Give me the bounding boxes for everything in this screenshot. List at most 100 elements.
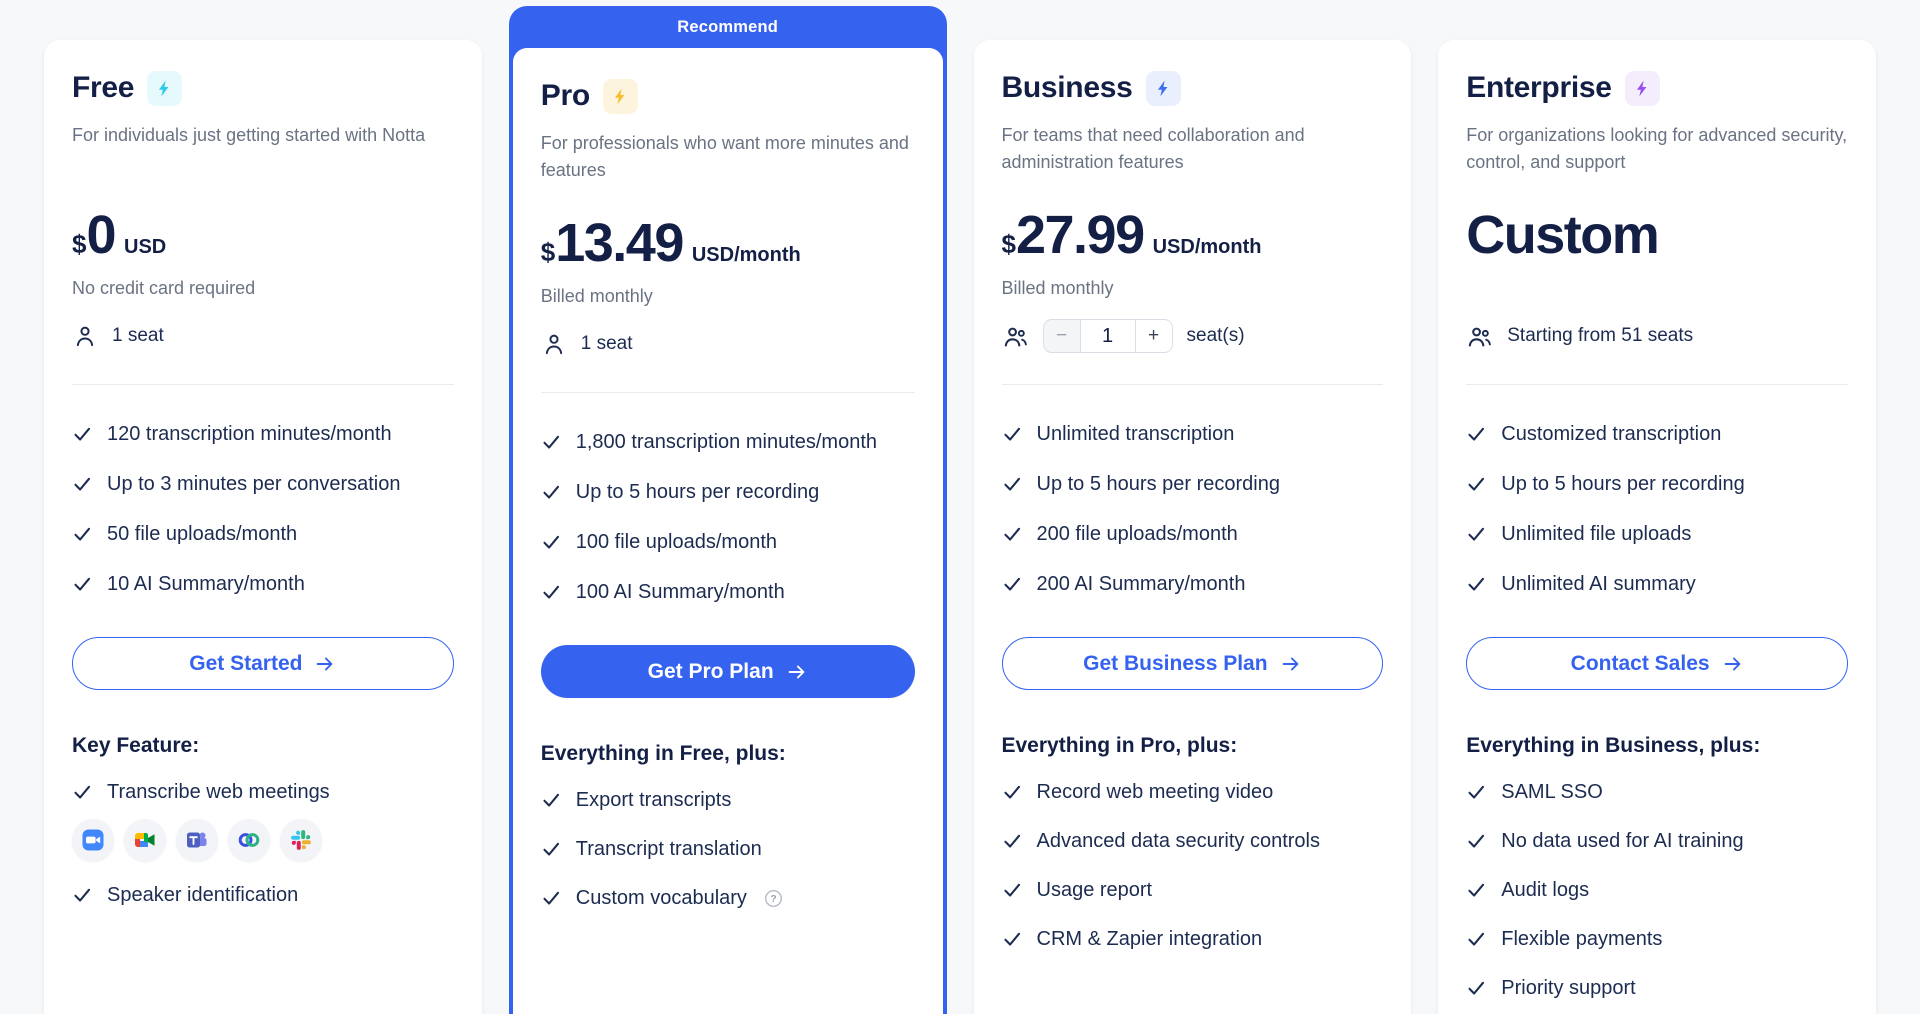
seat-row: Starting from 51 seats: [1466, 316, 1848, 356]
check-icon: [72, 574, 92, 594]
feature-row: 50 file uploads/month: [72, 509, 454, 559]
billing-note: Billed monthly: [1001, 278, 1114, 298]
feature-label: Up to 5 hours per recording: [1036, 472, 1280, 495]
section-item: Priority support: [1466, 973, 1848, 1003]
section-item-label: Flexible payments: [1501, 927, 1663, 950]
svg-text:?: ?: [770, 894, 776, 905]
plan-name: Business: [1001, 71, 1133, 104]
feature-label: 120 transcription minutes/month: [107, 422, 392, 445]
section-item-label: Audit logs: [1501, 878, 1590, 901]
feature-label: Up to 5 hours per recording: [575, 480, 820, 503]
feature-label: Unlimited AI summary: [1501, 572, 1696, 595]
lightning-icon: [602, 78, 638, 114]
plan-description: For organizations looking for advanced s…: [1466, 125, 1848, 172]
feature-label: Customized transcription: [1501, 422, 1722, 445]
section-item: Transcript translation: [541, 834, 915, 864]
plan-name: Enterprise: [1466, 71, 1612, 104]
price-unit: USD/month: [691, 244, 801, 266]
check-icon: [1002, 880, 1022, 900]
divider: [1001, 384, 1384, 385]
section-title: Key Feature:: [72, 734, 200, 757]
feature-label: 100 file uploads/month: [575, 530, 777, 553]
google-meet-icon: [124, 819, 166, 861]
feature-label: 200 AI Summary/month: [1036, 572, 1246, 595]
section-item: Custom vocabulary ?: [541, 883, 915, 913]
arrow-right-icon: [788, 665, 805, 678]
feature-row: 200 AI Summary/month: [1002, 559, 1384, 609]
section-item: Speaker identification: [72, 880, 454, 910]
check-icon: [1002, 831, 1022, 851]
check-icon: [1466, 524, 1486, 544]
feature-list: Customized transcription Up to 5 hours p…: [1466, 409, 1848, 609]
check-icon: [1466, 880, 1486, 900]
seat-label: 1 seat: [580, 333, 633, 354]
feature-label: Unlimited file uploads: [1501, 522, 1692, 545]
check-icon: [1002, 524, 1022, 544]
users-icon: [1004, 327, 1027, 347]
check-icon: [1466, 831, 1486, 851]
feature-list: 1,800 transcription minutes/month Up to …: [541, 417, 915, 617]
section-item: SAML SSO: [1466, 777, 1848, 807]
recommend-banner: Recommend: [677, 17, 779, 36]
feature-label: 200 file uploads/month: [1036, 522, 1238, 545]
lightning-icon: [147, 70, 183, 106]
feature-row: Up to 3 minutes per conversation: [72, 459, 454, 509]
get-started-button[interactable]: Get Started: [72, 637, 454, 690]
check-icon: [541, 432, 561, 452]
seat-label: seat(s): [1186, 325, 1245, 346]
section-item: No data used for AI training: [1466, 826, 1848, 856]
section-item: Record web meeting video: [1002, 777, 1384, 807]
seat-count-input[interactable]: [1080, 320, 1135, 352]
get-business-plan-button[interactable]: Get Business Plan: [1001, 637, 1384, 690]
help-icon[interactable]: ?: [764, 889, 783, 908]
plan-card-pro: Pro For professionals who want more minu…: [512, 48, 943, 1014]
plan-card-business: Business For teams that need collaborati…: [973, 40, 1412, 1014]
check-icon: [1466, 978, 1486, 998]
seat-label: 1 seat: [112, 325, 164, 346]
plan-card-enterprise: Enterprise For organizations looking for…: [1438, 40, 1876, 1014]
section-item-label: Custom vocabulary: [575, 886, 747, 909]
contact-sales-button[interactable]: Contact Sales: [1466, 637, 1848, 690]
price-amount: 13.49: [555, 213, 684, 273]
feature-row: Up to 5 hours per recording: [1466, 459, 1848, 509]
arrow-right-icon: [317, 657, 333, 670]
price-amount: 0: [86, 205, 116, 265]
seat-increment-button[interactable]: +: [1134, 320, 1172, 352]
get-pro-plan-button[interactable]: Get Pro Plan: [540, 645, 915, 698]
ms-teams-icon: [176, 819, 218, 861]
section-item-label: Usage report: [1036, 878, 1153, 901]
feature-label: 100 AI Summary/month: [575, 580, 785, 603]
plan-title-free: Free: [72, 68, 454, 108]
feature-label: Up to 3 minutes per conversation: [107, 472, 401, 495]
feature-list: Unlimited transcription Up to 5 hours pe…: [1002, 409, 1384, 609]
check-icon: [72, 885, 92, 905]
plan-title-enterprise: Enterprise: [1466, 68, 1848, 108]
divider: [540, 392, 915, 393]
section-item: Transcribe web meetings: [72, 777, 454, 807]
section-item: Audit logs: [1466, 875, 1848, 905]
arrow-right-icon: [1724, 657, 1740, 670]
check-icon: [541, 582, 561, 602]
feature-label: 1,800 transcription minutes/month: [575, 430, 878, 453]
section-item-label: CRM & Zapier integration: [1036, 927, 1263, 950]
check-icon: [72, 424, 92, 444]
section-item: Flexible payments: [1466, 924, 1848, 954]
check-icon: [1002, 474, 1022, 494]
arrow-right-icon: [1282, 657, 1298, 670]
price-unit: USD: [124, 236, 167, 258]
user-icon: [76, 326, 94, 347]
webex-icon: [228, 819, 270, 861]
price-amount: Custom: [1466, 205, 1660, 265]
check-icon: [1002, 424, 1022, 444]
price: $ 27.99 USD/month: [1002, 202, 1384, 268]
check-icon: [541, 839, 561, 859]
meeting-apps-row: [72, 819, 454, 861]
billing-note: [1466, 278, 1848, 302]
plan-title-pro: Pro: [541, 76, 915, 116]
seat-decrement-button[interactable]: −: [1043, 320, 1081, 352]
section-item: Advanced data security controls: [1002, 826, 1384, 856]
section-item: Usage report: [1002, 875, 1384, 905]
section-item-label: Transcribe web meetings: [107, 780, 330, 803]
price-amount: 27.99: [1015, 205, 1145, 265]
